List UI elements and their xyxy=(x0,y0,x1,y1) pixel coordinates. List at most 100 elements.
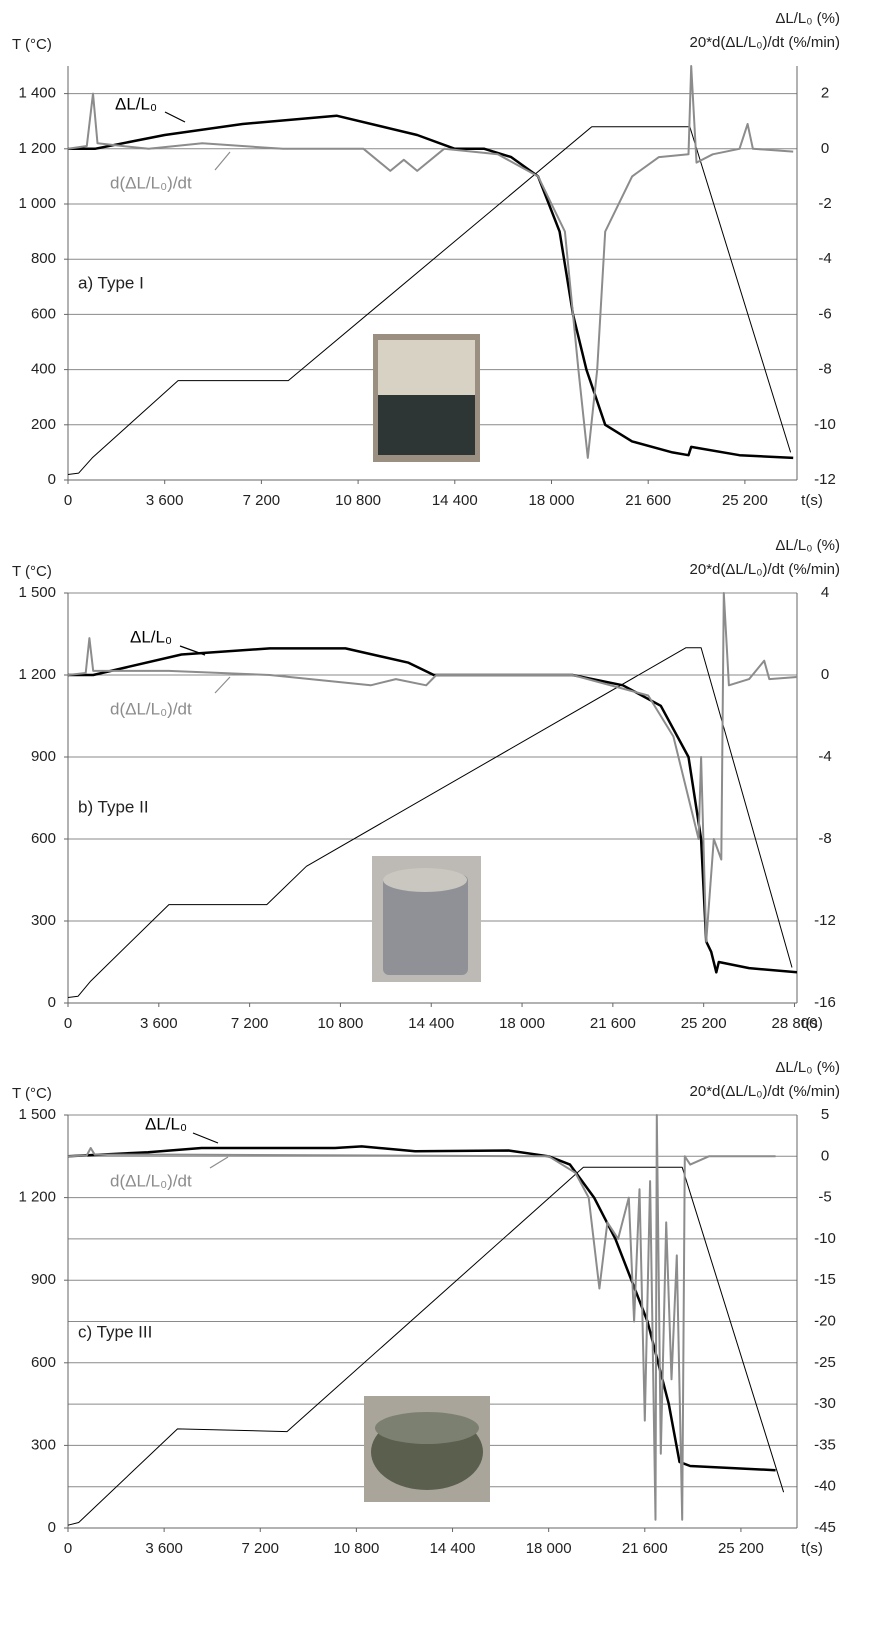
x-tick-label: 18 000 xyxy=(499,1015,545,1032)
panel: -45 -40 -35 -30 -25 -20 -15 -10 -5 0 5 0 300 600 900 1 … xyxy=(12,1059,840,1557)
x-tick-label: 25 200 xyxy=(718,1540,764,1557)
y-tick-label: 600 xyxy=(31,305,56,322)
x-axis-title: t(s) xyxy=(801,1015,823,1032)
leader-line xyxy=(209,1156,229,1169)
leader-line xyxy=(164,111,186,123)
y2-axis-title: ΔL/L₀ (%) xyxy=(775,1059,840,1076)
y2-tick-label: -8 xyxy=(818,830,831,847)
y2-tick-label: -10 xyxy=(814,416,836,433)
y2-axis-title: 20*d(ΔL/L₀)/dt (%/min) xyxy=(690,561,840,578)
series-line xyxy=(67,592,798,943)
series-line xyxy=(67,65,794,459)
series-line xyxy=(67,647,793,998)
sample-photo xyxy=(383,868,467,892)
x-tick-label: 21 600 xyxy=(622,1540,668,1557)
y-tick-label: 800 xyxy=(31,250,56,267)
y2-tick-label: -25 xyxy=(814,1354,836,1371)
y2-tick-label: 0 xyxy=(821,1147,829,1164)
y-tick-label: 200 xyxy=(31,416,56,433)
y-tick-label: 600 xyxy=(31,1354,56,1371)
y-tick-label: 900 xyxy=(31,1271,56,1288)
y-axis-title: T (°C) xyxy=(12,1085,52,1102)
leader-line xyxy=(214,151,231,171)
x-tick-label: 10 800 xyxy=(317,1015,363,1032)
x-tick-label: 14 400 xyxy=(408,1015,454,1032)
y-tick-label: 600 xyxy=(31,830,56,847)
y2-tick-label: -30 xyxy=(814,1395,836,1412)
x-tick-label: 3 600 xyxy=(146,492,184,509)
y2-axis-title: 20*d(ΔL/L₀)/dt (%/min) xyxy=(690,34,840,51)
y-tick-label: 400 xyxy=(31,361,56,378)
y-tick-label: 1 400 xyxy=(18,85,56,102)
series-label: d(ΔL/L₀)/dt xyxy=(110,699,192,718)
series-line xyxy=(68,114,794,460)
y2-tick-label: -12 xyxy=(814,912,836,929)
y2-tick-label: -5 xyxy=(818,1189,831,1206)
y2-tick-label: -16 xyxy=(814,994,836,1011)
y2-tick-label: -4 xyxy=(818,250,831,267)
x-tick-label: 28 800 xyxy=(772,1015,818,1032)
y2-tick-label: -10 xyxy=(814,1230,836,1247)
series-label: d(ΔL/L₀)/dt xyxy=(110,173,192,192)
y-tick-label: 1 200 xyxy=(18,666,56,683)
y2-tick-label: -35 xyxy=(814,1436,836,1453)
y-tick-label: 900 xyxy=(31,748,56,765)
x-tick-label: 10 800 xyxy=(335,492,381,509)
y-tick-label: 0 xyxy=(48,471,56,488)
panel-label: c) Type III xyxy=(78,1322,152,1341)
y2-tick-label: -4 xyxy=(818,748,831,765)
y2-tick-label: -12 xyxy=(814,471,836,488)
x-tick-label: 0 xyxy=(64,1540,72,1557)
y2-tick-label: -20 xyxy=(814,1312,836,1329)
sample-photo xyxy=(383,875,468,975)
x-tick-label: 25 200 xyxy=(722,492,768,509)
y-tick-label: 0 xyxy=(48,1519,56,1536)
y-axis-title: T (°C) xyxy=(12,563,52,580)
y2-axis-title: ΔL/L₀ (%) xyxy=(775,537,840,554)
y-tick-label: 300 xyxy=(31,1436,56,1453)
x-tick-label: 10 800 xyxy=(333,1540,379,1557)
x-tick-label: 14 400 xyxy=(432,492,478,509)
y2-axis-title: ΔL/L₀ (%) xyxy=(775,10,840,27)
y-tick-label: 1 200 xyxy=(18,140,56,157)
panel-label: a) Type I xyxy=(78,273,144,292)
panel: -16 -12 -8 -4 0 4 0 300 600 900 1 200 1 500 0 3 600 7 … xyxy=(12,537,840,1032)
sample-photo xyxy=(378,340,475,395)
x-axis-title: t(s) xyxy=(801,492,823,509)
x-tick-label: 7 200 xyxy=(231,1015,269,1032)
series-line xyxy=(67,1114,776,1521)
y2-tick-label: 5 xyxy=(821,1106,829,1123)
x-tick-label: 14 400 xyxy=(430,1540,476,1557)
x-axis-title: t(s) xyxy=(801,1540,823,1557)
x-tick-label: 25 200 xyxy=(681,1015,727,1032)
series-line xyxy=(67,1145,776,1472)
photos xyxy=(364,334,490,1502)
series-label: ΔL/L₀ xyxy=(145,1114,187,1133)
y2-tick-label: -45 xyxy=(814,1519,836,1536)
x-tick-label: 21 600 xyxy=(625,492,671,509)
y2-tick-label: 0 xyxy=(821,140,829,157)
y2-axis-title: 20*d(ΔL/L₀)/dt (%/min) xyxy=(690,1083,840,1100)
y-tick-label: 300 xyxy=(31,912,56,929)
y2-tick-label: -2 xyxy=(818,195,831,212)
series-line xyxy=(68,647,798,974)
x-tick-label: 21 600 xyxy=(590,1015,636,1032)
x-tick-label: 7 200 xyxy=(243,492,281,509)
series-line xyxy=(67,126,792,475)
sample-photo xyxy=(378,395,475,455)
y2-tick-label: -8 xyxy=(818,361,831,378)
y-axis-title: T (°C) xyxy=(12,36,52,53)
series-label: ΔL/L₀ xyxy=(115,94,157,113)
y-tick-label: 1 200 xyxy=(18,1189,56,1206)
series-label: ΔL/L₀ xyxy=(130,627,172,646)
y2-tick-label: -40 xyxy=(814,1478,836,1495)
x-tick-label: 18 000 xyxy=(526,1540,572,1557)
y2-tick-label: 4 xyxy=(821,584,829,601)
y-tick-label: 0 xyxy=(48,994,56,1011)
y2-tick-label: -6 xyxy=(818,305,831,322)
y-tick-label: 1 500 xyxy=(18,1106,56,1123)
series-line xyxy=(67,1166,785,1526)
y-tick-label: 1 000 xyxy=(18,195,56,212)
y2-tick-label: 2 xyxy=(821,85,829,102)
